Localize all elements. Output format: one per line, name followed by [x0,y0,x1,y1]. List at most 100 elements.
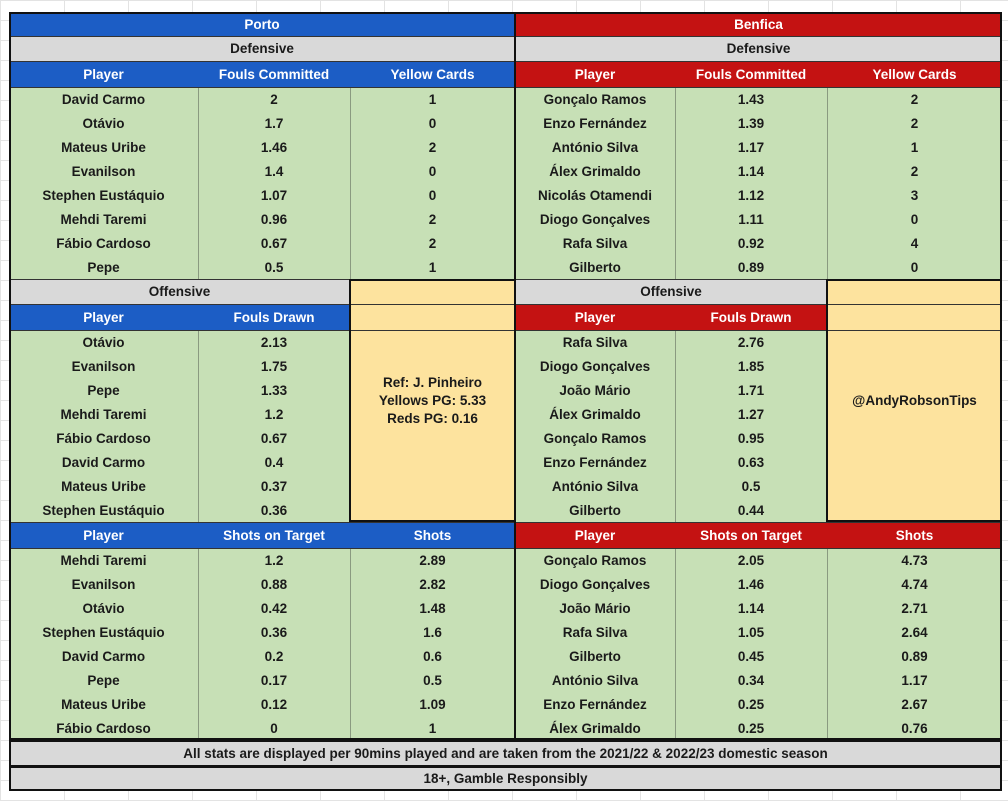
porto-off-player: Evanilson [9,354,198,378]
benfica-def-yellow-cards: 4 [827,231,1002,255]
referee-box-line: Ref: J. Pinheiro [382,374,482,390]
porto-def-player: David Carmo [9,87,198,111]
porto-shots: 0.6 [350,644,515,668]
benfica-off-fouls-drawn: 0.44 [675,498,827,522]
porto-shots-on-target: 0.42 [198,596,350,620]
porto-off-header-player: Player [9,304,198,330]
porto-def-fouls-committed: 1.4 [198,159,350,183]
section-divider [9,36,1002,37]
porto-def-header-yellow-cards: Yellow Cards [350,61,515,87]
porto-def-yellow-cards: 1 [350,87,515,111]
benfica-off-fouls-drawn: 1.27 [675,402,827,426]
porto-column-divider [198,87,199,279]
benfica-off-player: Diogo Gonçalves [515,354,675,378]
benfica-shot-player: Rafa Silva [515,620,675,644]
benfica-defensive-label: Defensive [515,36,1002,61]
benfica-def-fouls-committed: 1.14 [675,159,827,183]
benfica-def-yellow-cards: 2 [827,111,1002,135]
porto-shots: 1.6 [350,620,515,644]
benfica-shots: 4.73 [827,548,1002,572]
benfica-def-fouls-committed: 1.39 [675,111,827,135]
porto-column-divider [198,548,199,740]
porto-def-yellow-cards: 2 [350,135,515,159]
porto-shots: 2.82 [350,572,515,596]
porto-def-header-fouls-committed: Fouls Committed [198,61,350,87]
benfica-offensive-label: Offensive [515,279,827,304]
porto-off-header-fouls-drawn: Fouls Drawn [198,304,350,330]
benfica-def-player: Gonçalo Ramos [515,87,675,111]
benfica-shots-on-target: 0.25 [675,716,827,740]
porto-shot-header-player: Player [9,522,198,548]
porto-def-yellow-cards: 0 [350,111,515,135]
porto-def-fouls-committed: 1.07 [198,183,350,207]
section-divider [9,304,1002,305]
porto-shot-header-shots: Shots [350,522,515,548]
benfica-off-header-player: Player [515,304,675,330]
porto-team-header: Porto [9,12,515,36]
benfica-def-player: Gilberto [515,255,675,279]
benfica-column-divider [827,548,828,740]
benfica-def-yellow-cards: 2 [827,159,1002,183]
footer-note: All stats are displayed per 90mins playe… [9,740,1002,766]
porto-shots: 0.5 [350,668,515,692]
benfica-def-player: Álex Grimaldo [515,159,675,183]
benfica-shot-player: Enzo Fernández [515,692,675,716]
porto-shot-player: David Carmo [9,644,198,668]
benfica-def-player: António Silva [515,135,675,159]
benfica-shots-on-target: 0.25 [675,692,827,716]
benfica-shot-player: Diogo Gonçalves [515,572,675,596]
section-divider [9,304,350,305]
section-divider [9,766,1002,767]
benfica-off-fouls-drawn: 1.71 [675,378,827,402]
porto-def-header-player: Player [9,61,198,87]
benfica-shots-on-target: 1.14 [675,596,827,620]
porto-shots-on-target: 0.12 [198,692,350,716]
porto-off-fouls-drawn: 0.67 [198,426,350,450]
section-divider [9,279,350,280]
porto-shots-on-target: 1.2 [198,548,350,572]
porto-def-yellow-cards: 2 [350,207,515,231]
benfica-shot-player: António Silva [515,668,675,692]
porto-shots-on-target: 0.88 [198,572,350,596]
benfica-def-fouls-committed: 0.89 [675,255,827,279]
referee-box: Ref: J. Pinheiro Yellows PG: 5.33 Reds PG:… [350,279,515,522]
benfica-def-yellow-cards: 0 [827,207,1002,231]
porto-off-fouls-drawn: 1.2 [198,402,350,426]
porto-off-fouls-drawn: 2.13 [198,330,350,354]
porto-shot-player: Otávio [9,596,198,620]
porto-def-fouls-committed: 0.5 [198,255,350,279]
benfica-shots: 0.76 [827,716,1002,740]
porto-off-player: David Carmo [9,450,198,474]
benfica-def-yellow-cards: 1 [827,135,1002,159]
porto-off-player: Otávio [9,330,198,354]
benfica-shots: 4.74 [827,572,1002,596]
porto-off-fouls-drawn: 1.33 [198,378,350,402]
porto-off-fouls-drawn: 0.4 [198,450,350,474]
referee-box-line: Yellows PG: 5.33 [378,392,487,408]
porto-defensive-label: Defensive [9,36,515,61]
porto-shots-on-target: 0 [198,716,350,740]
porto-off-fouls-drawn: 0.37 [198,474,350,498]
benfica-off-fouls-drawn: 1.85 [675,354,827,378]
benfica-off-fouls-drawn: 0.63 [675,450,827,474]
porto-off-player: Mehdi Taremi [9,402,198,426]
porto-shots-on-target: 0.17 [198,668,350,692]
porto-shots-on-target: 0.36 [198,620,350,644]
porto-def-yellow-cards: 0 [350,183,515,207]
porto-off-player: Mateus Uribe [9,474,198,498]
porto-offensive-label: Offensive [9,279,350,304]
porto-off-player: Pepe [9,378,198,402]
porto-shot-player: Stephen Eustáquio [9,620,198,644]
benfica-off-fouls-drawn: 0.5 [675,474,827,498]
benfica-shot-header-shots-on-target: Shots on Target [675,522,827,548]
porto-def-fouls-committed: 0.67 [198,231,350,255]
benfica-column-divider [675,330,676,522]
referee-box-line: Reds PG: 0.16 [387,410,478,426]
porto-def-fouls-committed: 2 [198,87,350,111]
porto-def-fouls-committed: 0.96 [198,207,350,231]
benfica-off-player: Gilberto [515,498,675,522]
benfica-off-player: Rafa Silva [515,330,675,354]
porto-shot-player: Evanilson [9,572,198,596]
porto-shot-header-shots-on-target: Shots on Target [198,522,350,548]
porto-shot-player: Fábio Cardoso [9,716,198,740]
